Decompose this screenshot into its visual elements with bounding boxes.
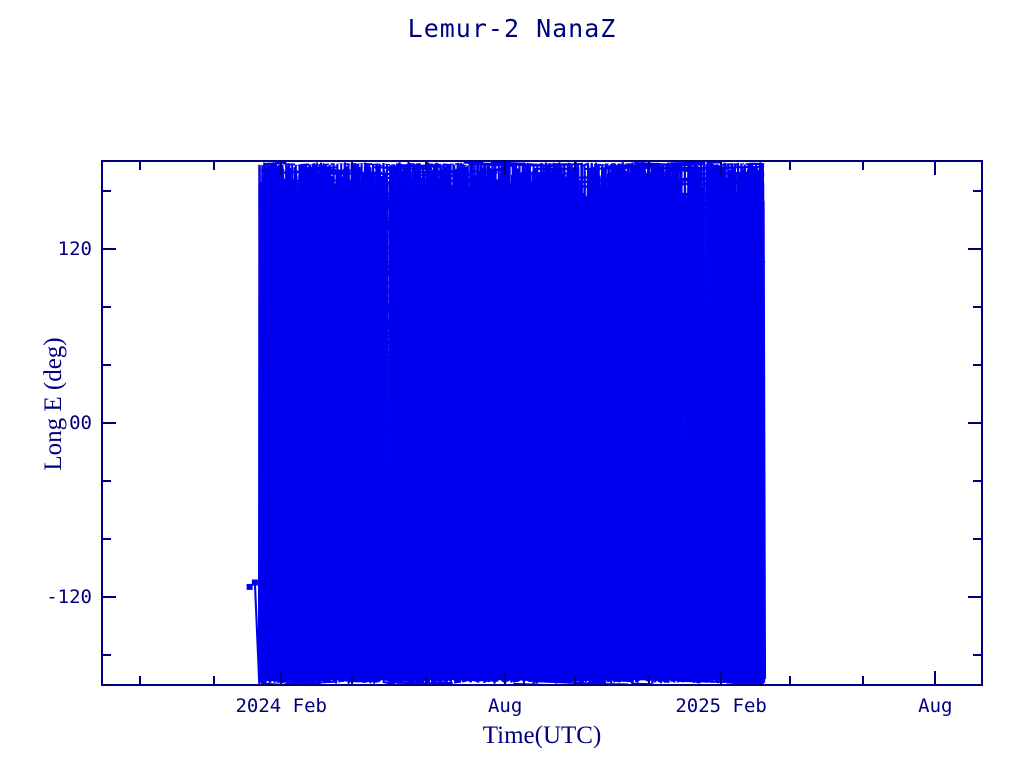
y-tick-label: 120 xyxy=(57,238,92,260)
y-tick-label: 00 xyxy=(69,412,92,434)
x-axis-minor-tick xyxy=(789,162,791,170)
y-axis-major-tick xyxy=(103,596,116,598)
x-axis-major-tick xyxy=(280,671,282,684)
x-axis-minor-tick xyxy=(213,676,215,684)
x-axis-minor-tick xyxy=(139,162,141,170)
y-axis-minor-tick xyxy=(973,306,981,308)
y-axis-minor-tick xyxy=(973,538,981,540)
x-axis-major-tick xyxy=(720,162,722,175)
y-axis-minor-tick xyxy=(103,364,111,366)
x-axis-minor-tick xyxy=(213,162,215,170)
x-axis-minor-tick xyxy=(862,162,864,170)
x-tick-label: 2025 Feb xyxy=(675,695,767,717)
x-axis-minor-tick xyxy=(425,162,427,170)
x-axis-minor-tick xyxy=(648,676,650,684)
y-axis-tick-labels: 120 00 -120 xyxy=(10,160,92,686)
series-longitude-band xyxy=(257,162,767,684)
y-axis-major-tick xyxy=(968,248,981,250)
x-axis-minor-tick xyxy=(862,676,864,684)
x-axis-major-tick xyxy=(280,162,282,175)
x-axis-major-tick xyxy=(720,671,722,684)
series-data-marker xyxy=(251,579,258,586)
y-axis-minor-tick xyxy=(973,654,981,656)
page-title: Lemur-2 NanaZ xyxy=(407,14,617,43)
y-axis-minor-tick xyxy=(103,538,111,540)
series-leading-segment xyxy=(248,580,261,684)
x-axis-major-tick xyxy=(934,671,936,684)
plot-area xyxy=(101,160,983,686)
y-axis-minor-tick xyxy=(103,480,111,482)
y-axis-title: Long E (deg) xyxy=(40,337,67,471)
x-axis-major-tick xyxy=(504,671,506,684)
x-axis-minor-tick xyxy=(351,676,353,684)
x-tick-label: Aug xyxy=(918,695,953,717)
y-axis-major-tick xyxy=(968,596,981,598)
y-axis-minor-tick xyxy=(103,190,111,192)
y-axis-minor-tick xyxy=(973,480,981,482)
x-tick-label: Aug xyxy=(487,695,523,717)
data-series-plot xyxy=(246,162,767,684)
x-axis-title: Time(UTC) xyxy=(482,722,602,749)
y-axis-minor-tick xyxy=(973,190,981,192)
y-axis-minor-tick xyxy=(973,364,981,366)
x-axis-minor-tick xyxy=(789,676,791,684)
x-axis-minor-tick xyxy=(574,162,576,170)
x-axis-minor-tick xyxy=(351,162,353,170)
x-tick-label: 2024 Feb xyxy=(235,695,327,717)
x-axis-tick-labels: 2024 Feb Aug 2025 Feb Aug xyxy=(101,695,983,721)
series-data-marker xyxy=(246,583,253,590)
y-axis-minor-tick xyxy=(103,306,111,308)
y-axis-major-tick xyxy=(103,248,116,250)
x-axis-minor-tick xyxy=(574,676,576,684)
y-tick-label: -120 xyxy=(46,586,92,608)
y-axis-major-tick xyxy=(968,422,981,424)
x-axis-major-tick xyxy=(934,162,936,175)
y-axis-major-tick xyxy=(103,422,116,424)
x-axis-minor-tick xyxy=(648,162,650,170)
x-axis-major-tick xyxy=(504,162,506,175)
y-axis-minor-tick xyxy=(103,654,111,656)
x-axis-minor-tick xyxy=(425,676,427,684)
x-axis-minor-tick xyxy=(139,676,141,684)
